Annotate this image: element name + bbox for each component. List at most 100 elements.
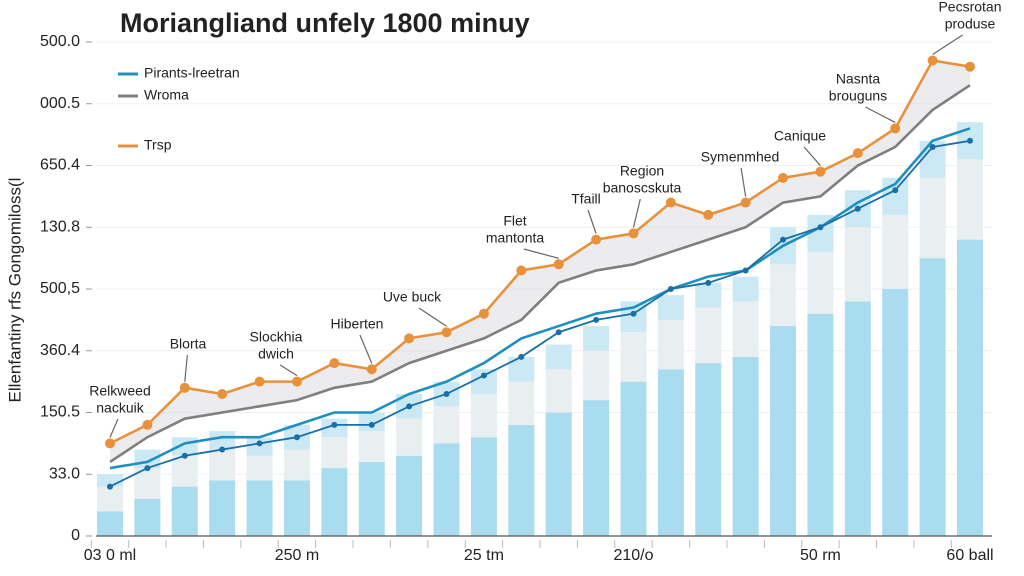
annotation: Uve buck — [383, 289, 447, 327]
point — [144, 465, 151, 472]
point — [630, 310, 637, 317]
y-tick-label: 500,5 — [40, 280, 80, 297]
bar-segment — [321, 418, 348, 438]
annotation-text: Pecsrotan — [938, 0, 1001, 15]
point — [593, 316, 600, 323]
bar-segment — [246, 480, 273, 536]
point — [441, 327, 452, 338]
bar-segment — [470, 393, 497, 438]
legend-label: Trsp — [144, 137, 172, 153]
bar-segment — [732, 301, 759, 357]
annotation-leader — [418, 307, 447, 327]
annotation-leader — [359, 334, 373, 364]
point — [179, 382, 190, 393]
point — [965, 61, 975, 72]
x-tick-label: 03 0 ml — [84, 547, 136, 564]
point — [404, 333, 415, 344]
line-series — [109, 139, 971, 488]
annotation: Hiberten — [331, 316, 384, 364]
point — [368, 421, 375, 428]
bar-segment — [97, 511, 123, 536]
bar-segment — [358, 431, 385, 462]
annotation-text: Symenmhed — [701, 149, 780, 165]
point — [291, 376, 302, 387]
point — [293, 434, 300, 441]
point — [854, 205, 861, 212]
point — [628, 228, 639, 239]
bar-segment — [657, 369, 684, 536]
bar-segment — [433, 443, 460, 536]
bar-segment — [508, 381, 535, 425]
bar-segment — [209, 449, 236, 481]
bar-segment — [583, 350, 610, 401]
point — [780, 236, 787, 243]
point — [740, 197, 751, 208]
annotation-leader — [184, 354, 188, 382]
bar-segment — [957, 239, 983, 536]
bar-segment — [283, 449, 310, 481]
annotation-text: Nasnta — [836, 71, 881, 87]
annotation-leader — [932, 34, 963, 56]
annotation-leader — [523, 248, 559, 259]
point — [518, 353, 525, 360]
bar-segment — [882, 214, 909, 289]
point — [443, 390, 450, 397]
point — [892, 187, 899, 194]
point — [591, 234, 602, 245]
annotation-text: Tfaill — [571, 191, 601, 207]
y-tick-label: 650.4 — [40, 157, 80, 174]
point — [254, 376, 265, 387]
bar-segment — [358, 412, 385, 432]
annotation-leader — [865, 106, 896, 123]
x-tick-label: 250 m — [275, 547, 319, 564]
bar-segment — [807, 313, 834, 536]
point — [705, 279, 712, 286]
point — [181, 452, 188, 459]
bar-segment — [321, 437, 348, 469]
point — [665, 197, 676, 208]
annotation-text: mantonta — [486, 230, 545, 246]
x-tick-label: 60 ball — [946, 547, 993, 564]
point — [480, 372, 487, 379]
point — [217, 388, 228, 399]
bar-segment — [396, 418, 423, 456]
annotation-text: Canique — [774, 128, 826, 144]
bar-segment — [732, 356, 759, 536]
annotation-text: Relkweed — [89, 383, 150, 399]
bar-segment — [433, 406, 460, 444]
bar-segment — [283, 480, 310, 536]
bar-segment — [919, 177, 946, 259]
point — [219, 446, 226, 453]
bar-segment — [545, 369, 572, 413]
bar-segment — [657, 295, 684, 320]
annotation-text: Uve buck — [383, 289, 442, 305]
annotation-text: Flet — [503, 213, 526, 229]
y-tick-label: 130.8 — [40, 218, 80, 235]
bar-segment — [470, 437, 497, 536]
point — [667, 286, 674, 292]
bar-segment — [545, 344, 572, 370]
bar-segment — [97, 486, 123, 512]
point — [890, 123, 901, 134]
bar-segment — [171, 486, 198, 536]
point — [815, 166, 826, 177]
y-tick-label: 33.0 — [49, 465, 80, 482]
bar-segment — [844, 301, 871, 536]
annotation-text: banoscskuta — [603, 180, 682, 196]
x-tick-label: 25 tm — [464, 547, 504, 564]
annotation-text: Region — [620, 163, 664, 179]
bar-segment — [770, 326, 797, 536]
annotation-text: Hiberten — [331, 316, 384, 332]
annotation-leader — [109, 418, 119, 438]
point — [105, 438, 115, 449]
bar-segment — [770, 264, 797, 327]
bar-segment — [508, 424, 535, 536]
annotation: Blorta — [170, 336, 206, 382]
point — [852, 148, 863, 159]
bar-segment — [583, 326, 610, 351]
annotation: Tfaill — [571, 191, 601, 234]
bar-segment — [620, 301, 647, 333]
